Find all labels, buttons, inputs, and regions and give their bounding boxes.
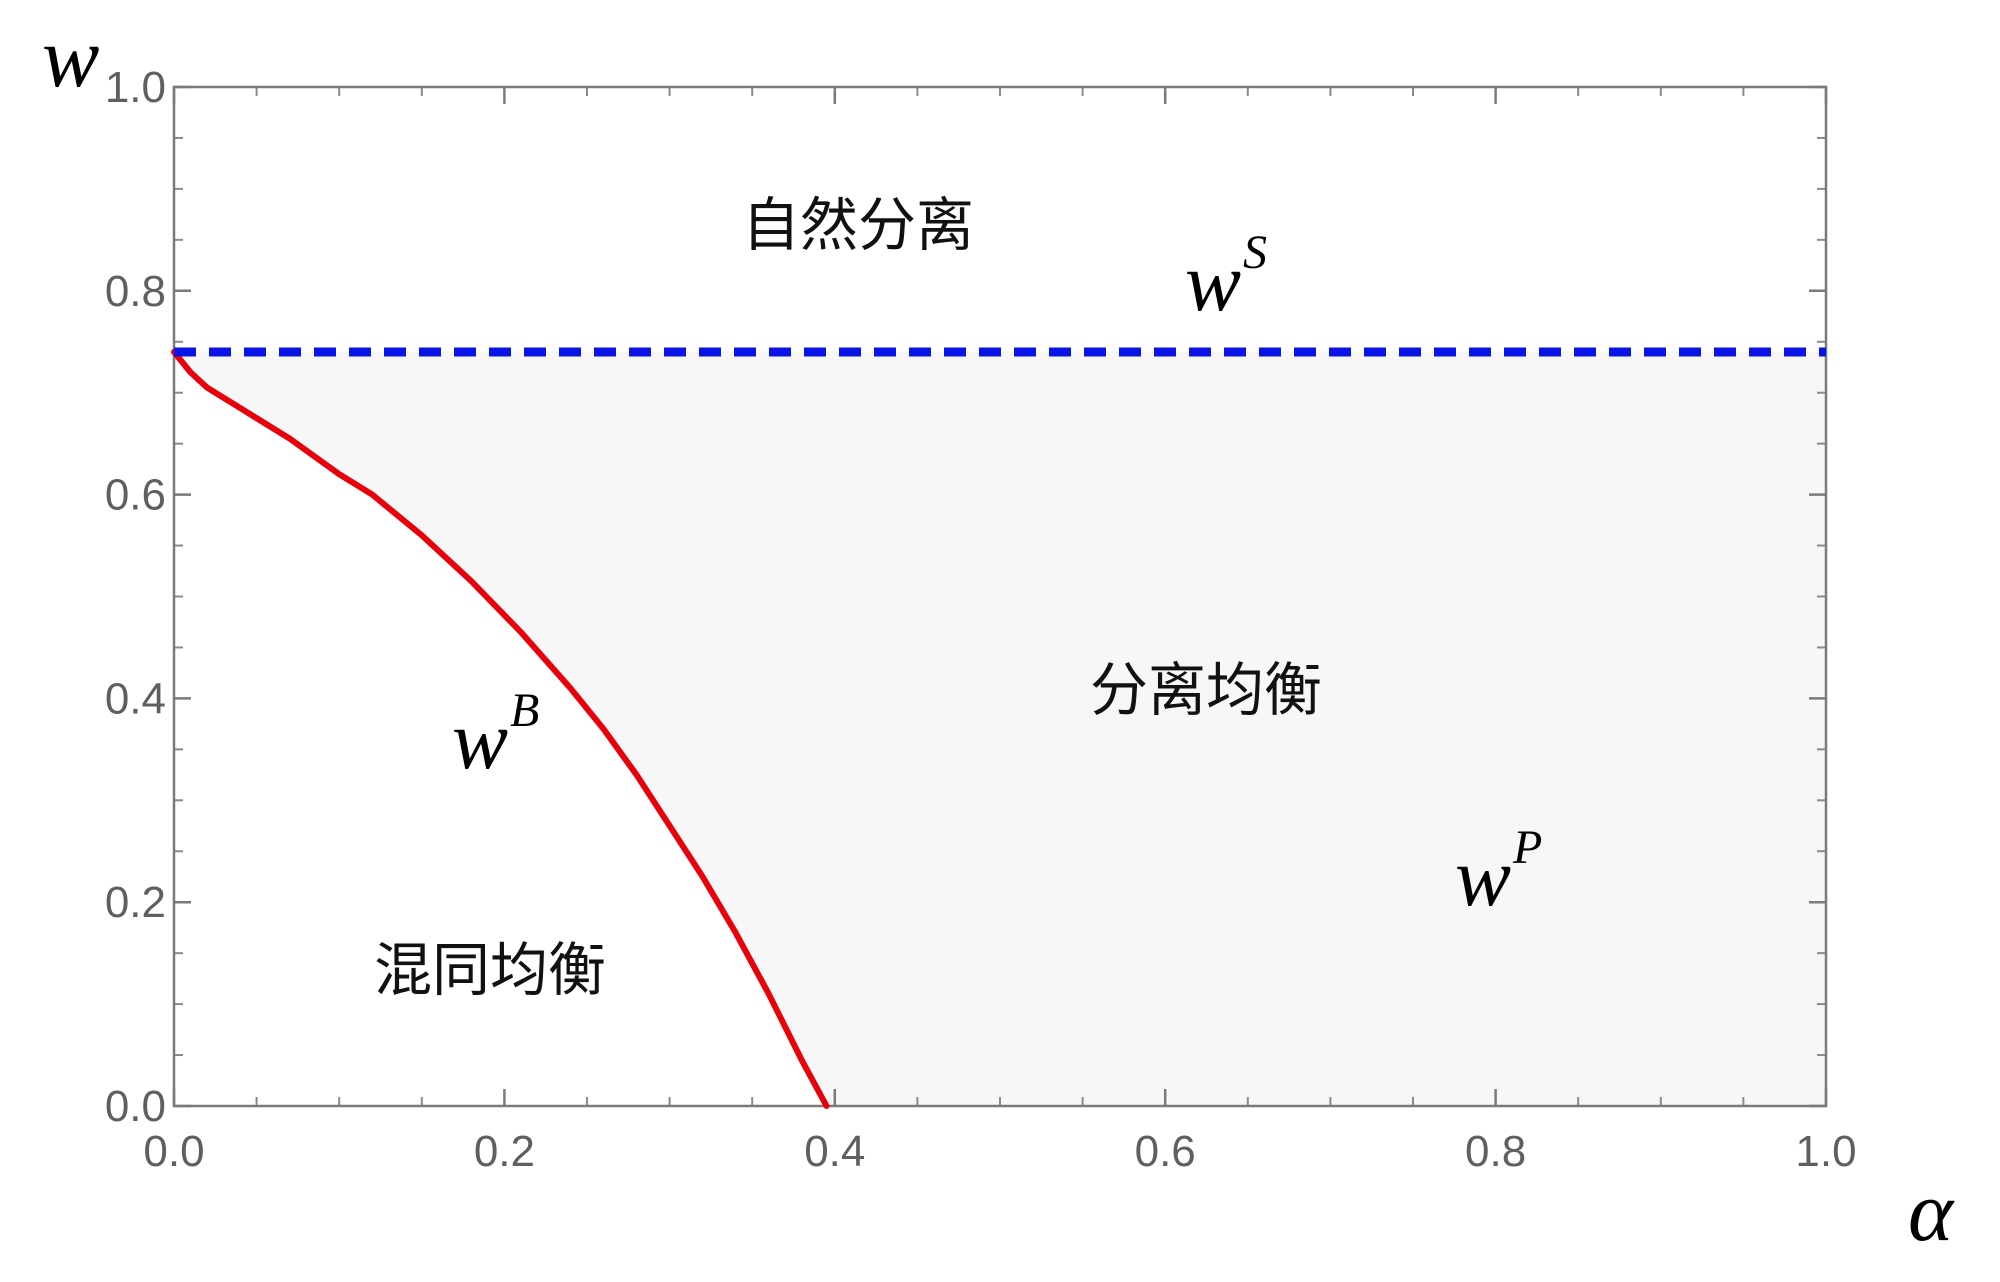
series-line-w-b	[171, 348, 830, 1109]
x-tick-label: 1.0	[1795, 1127, 1856, 1176]
y-tick-label: 0.6	[105, 471, 166, 520]
curve-label-w-s-base: w	[1185, 236, 1241, 329]
curve-label-w-p-sup: P	[1512, 821, 1542, 874]
x-tick-label: 0.4	[804, 1127, 865, 1176]
shaded-region-layer	[174, 351, 1826, 1106]
y-tick-label: 0.2	[105, 878, 166, 927]
y-tick-label: 0.4	[105, 674, 166, 723]
x-tick-label: 0.0	[143, 1127, 204, 1176]
curve-label-w-p-base: w	[1455, 831, 1511, 924]
y-tick-label: 1.0	[105, 63, 166, 112]
series-layer	[171, 347, 1826, 1109]
x-tick-label: 0.6	[1135, 1127, 1196, 1176]
region-label-separating-equilibrium: 分离均衡	[1090, 656, 1322, 724]
tick-labels: 0.0 0.2 0.4 0.6 0.8 1.0 0.0 0.2 0.4 0.6 0.8 1.0	[105, 63, 1857, 1176]
x-axis-label: α	[1908, 1163, 1955, 1259]
x-tick-label: 0.8	[1465, 1127, 1526, 1176]
minor-ticks	[174, 87, 1826, 1106]
curve-label-w-s: w S	[1185, 226, 1267, 329]
curve-label-w-p: w P	[1455, 821, 1542, 924]
plot-frame	[172, 85, 1828, 1108]
region-label-natural-separation: 自然分离	[742, 191, 974, 259]
curve-label-w-b-sup: B	[510, 684, 539, 737]
curve-label-w-s-sup: S	[1243, 226, 1267, 279]
y-tick-label: 0.0	[105, 1082, 166, 1131]
shaded-separating-region	[174, 351, 1826, 1106]
curve-label-w-b-base: w	[452, 694, 508, 787]
y-axis-label: w	[42, 9, 99, 105]
y-tick-label: 0.8	[105, 267, 166, 316]
region-label-pooling-equilibrium: 混同均衡	[374, 936, 606, 1004]
x-tick-label: 0.2	[474, 1127, 535, 1176]
curve-label-w-b: w B	[452, 684, 539, 787]
